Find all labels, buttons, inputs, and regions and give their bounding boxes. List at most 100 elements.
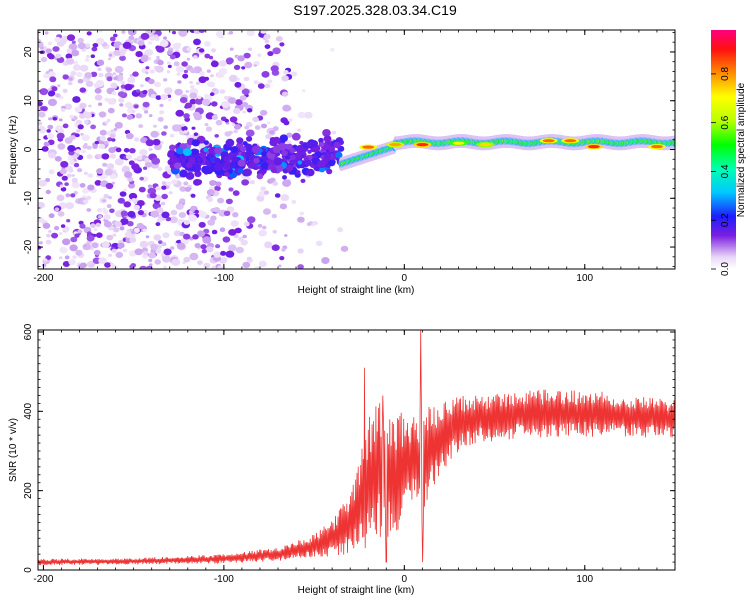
spectrogram-noise-blob bbox=[98, 143, 106, 149]
spectrogram-band-blob bbox=[256, 173, 264, 180]
spectrogram-noise-blob bbox=[248, 47, 253, 51]
spectrogram-noise-blob bbox=[132, 71, 139, 77]
spectrogram-noise-blob bbox=[233, 129, 238, 134]
spectrogram-noise-blob bbox=[48, 230, 52, 233]
spectrogram-noise-blob bbox=[113, 227, 120, 233]
spectrogram-noise-blob bbox=[163, 125, 168, 130]
spectrogram-noise-blob bbox=[82, 188, 89, 194]
spectrogram-noise-blob bbox=[38, 179, 47, 187]
x-tick-label: 100 bbox=[576, 574, 593, 585]
spectrogram-noise-blob bbox=[109, 36, 116, 42]
spectrogram-noise-blob bbox=[284, 234, 288, 237]
spectrogram-noise-blob bbox=[237, 55, 245, 62]
spectrogram-noise-blob bbox=[286, 132, 293, 138]
spectrogram-band-blob bbox=[223, 161, 232, 170]
spectrogram-noise-blob bbox=[38, 101, 43, 107]
spectrogram-noise-blob bbox=[215, 244, 221, 249]
spectrogram-noise-blob bbox=[74, 106, 83, 113]
spectrogram-noise-blob bbox=[93, 249, 101, 256]
spectrogram-noise-blob bbox=[244, 61, 253, 69]
spectrogram-noise-blob bbox=[92, 257, 101, 265]
spectrogram-noise-blob bbox=[209, 180, 217, 186]
spectrogram-noise-blob bbox=[51, 232, 59, 239]
spectrogram-noise-blob bbox=[241, 88, 250, 95]
spectrogram-noise-blob bbox=[107, 137, 113, 142]
spectrogram-noise-blob bbox=[117, 242, 125, 249]
spectrogram-noise-blob bbox=[208, 81, 216, 88]
spectrogram-noise-blob bbox=[174, 88, 183, 96]
spectrogram-band-blob bbox=[188, 157, 196, 164]
spectrogram-noise-blob bbox=[146, 265, 153, 269]
spectrogram-noise-blob bbox=[80, 132, 84, 136]
spectrogram-band-blob bbox=[229, 162, 236, 169]
spectrogram-noise-blob bbox=[245, 129, 255, 137]
spectrogram-noise-blob bbox=[189, 68, 197, 74]
spectrogram-noise-blob bbox=[96, 59, 105, 66]
spectrogram-noise-blob bbox=[224, 131, 232, 137]
spectrogram-noise-blob bbox=[123, 148, 130, 153]
spectrogram-noise-blob bbox=[174, 242, 178, 246]
spectrogram-noise-blob bbox=[153, 124, 157, 128]
snr-series-line bbox=[38, 330, 675, 566]
spectrogram-noise-blob bbox=[194, 243, 201, 249]
spectrogram-noise-blob bbox=[148, 258, 153, 263]
spectrogram-noise-blob bbox=[283, 120, 290, 126]
spectrogram-noise-blob bbox=[297, 248, 304, 254]
spectrogram-noise-blob bbox=[79, 262, 87, 269]
spectrogram-noise-blob bbox=[151, 157, 161, 165]
spectrogram-noise-blob bbox=[121, 30, 126, 34]
spectrogram-noise-blob bbox=[169, 133, 175, 138]
spectrogram-noise-blob bbox=[46, 233, 51, 238]
spectrogram-band-blob bbox=[210, 157, 215, 162]
spectrogram-noise-blob bbox=[61, 238, 71, 246]
spectrogram-noise-blob bbox=[144, 50, 150, 56]
spectrogram-noise-blob bbox=[232, 190, 240, 196]
spectrogram-noise-blob bbox=[175, 175, 180, 179]
spectrogram-band-blob bbox=[185, 162, 193, 169]
spectrogram-noise-blob bbox=[93, 228, 98, 232]
spectrogram-band-blob bbox=[205, 160, 211, 166]
spectrogram-noise-blob bbox=[241, 66, 246, 70]
spectrogram-noise-blob bbox=[99, 129, 107, 136]
spectrogram-noise-blob bbox=[119, 55, 126, 61]
spectrogram-noise-blob bbox=[96, 37, 105, 45]
signal-peak bbox=[479, 143, 492, 147]
snr-x-ticks: -200 -100 0 100 bbox=[33, 330, 676, 585]
spectrogram-noise-blob bbox=[148, 114, 153, 118]
spectrogram-noise-blob bbox=[271, 213, 277, 219]
spectrogram-noise-blob bbox=[272, 181, 279, 186]
spectrogram-noise-blob bbox=[242, 261, 251, 269]
spectrogram-noise-blob bbox=[281, 248, 286, 252]
spectrogram-noise-blob bbox=[253, 64, 257, 67]
spectrogram-noise-blob bbox=[163, 36, 167, 40]
spectrogram-noise-blob bbox=[70, 193, 76, 198]
spectrogram-noise-blob bbox=[252, 116, 259, 123]
spectrogram-noise-blob bbox=[104, 168, 113, 176]
spectrogram-noise-blob bbox=[75, 119, 83, 125]
spectrogram-noise-blob bbox=[214, 134, 219, 138]
spectrogram-band-blob bbox=[322, 129, 331, 137]
colorbar-scale bbox=[711, 30, 736, 269]
spectrogram-band-blob bbox=[273, 157, 283, 166]
spectrogram-noise-blob bbox=[83, 112, 92, 119]
spectrogram-noise-blob bbox=[113, 33, 118, 38]
spectrogram-noise-blob bbox=[269, 129, 275, 135]
spectrogram-noise-blob bbox=[61, 175, 68, 181]
spectrogram-noise-blob bbox=[57, 84, 61, 87]
spectrogram-noise-blob bbox=[220, 257, 228, 263]
snr-x-label: Height of straight line (km) bbox=[298, 585, 415, 596]
spectrogram-noise-blob bbox=[94, 180, 102, 186]
spectrogram-noise-blob bbox=[98, 73, 104, 78]
spectrogram-noise-blob bbox=[254, 125, 261, 130]
spectrogram-noise-blob bbox=[48, 152, 56, 159]
spectrogram-noise-blob bbox=[111, 130, 116, 135]
spectrogram-noise-blob bbox=[79, 64, 89, 72]
spectrogram-noise-blob bbox=[104, 120, 109, 124]
spectrogram-noise-blob bbox=[337, 227, 344, 233]
spectrogram-noise-blob bbox=[179, 97, 188, 104]
spectrogram-noise-blob bbox=[184, 186, 191, 192]
spectrogram-noise-blob bbox=[302, 89, 306, 93]
spectrogram-noise-blob bbox=[290, 71, 298, 77]
spectrogram-noise-blob bbox=[96, 207, 103, 213]
spectrogram-noise-blob bbox=[83, 120, 89, 124]
